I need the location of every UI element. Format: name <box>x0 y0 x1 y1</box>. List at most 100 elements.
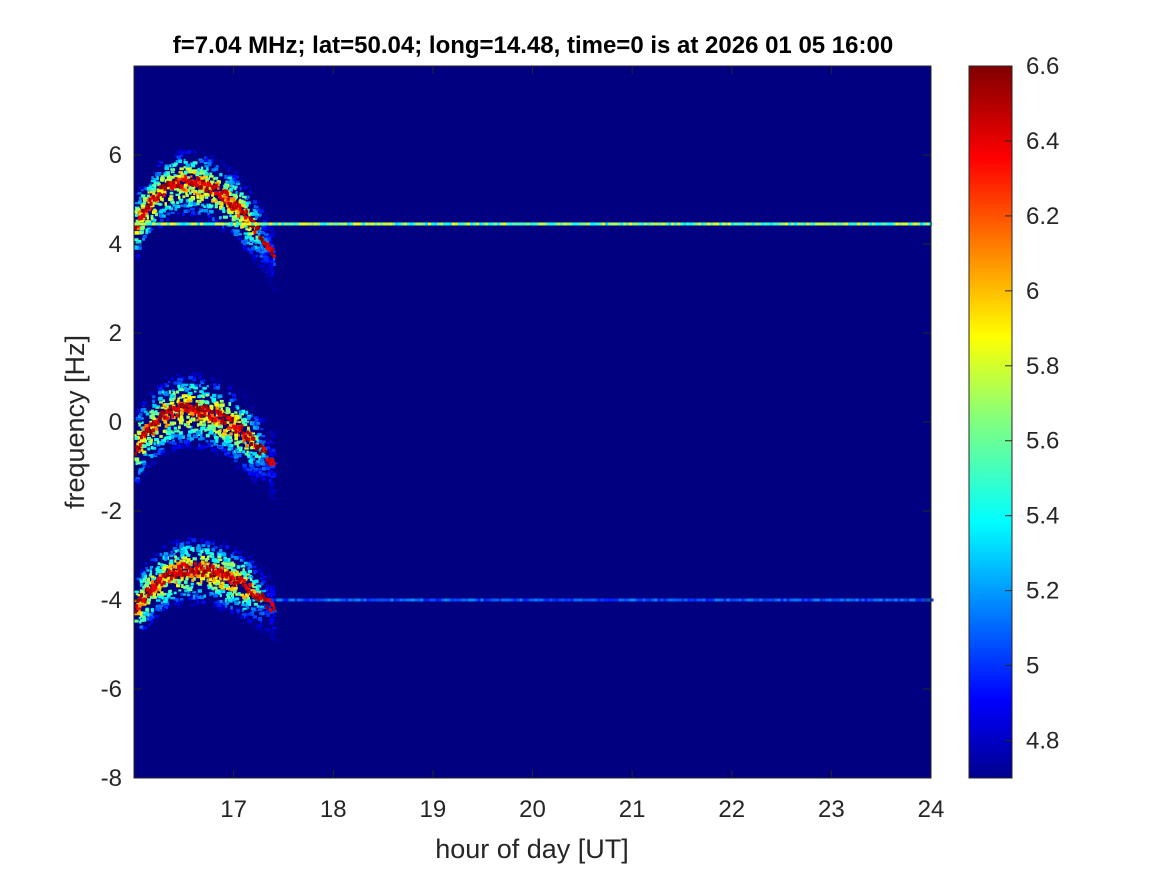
spectral-line-segment <box>525 598 529 602</box>
heatmap-cell <box>162 555 167 559</box>
heatmap-ridge-cell <box>186 572 190 577</box>
heatmap-cell <box>213 451 219 455</box>
heatmap-cell <box>258 209 264 213</box>
heatmap-cell <box>151 417 156 420</box>
heatmap-cell <box>252 189 257 193</box>
heatmap-cell <box>251 237 255 241</box>
heatmap-cell <box>236 608 241 613</box>
heatmap-cell <box>191 372 195 376</box>
spectral-line-segment <box>641 222 644 226</box>
heatmap-cell <box>255 238 259 242</box>
heatmap-cell <box>259 550 263 555</box>
heatmap-cell <box>138 403 144 406</box>
spectral-line-segment <box>399 598 403 602</box>
heatmap-cell <box>234 385 239 388</box>
heatmap-cell <box>188 420 192 424</box>
spectral-line-segment <box>134 222 137 226</box>
heatmap-cell <box>226 454 230 457</box>
heatmap-cell <box>241 600 245 605</box>
heatmap-cell <box>247 247 250 251</box>
heatmap-cell <box>179 378 184 382</box>
heatmap-cell <box>229 384 234 388</box>
spectral-line-segment <box>731 222 734 226</box>
heatmap-cell <box>252 217 257 220</box>
heatmap-cell <box>136 644 140 648</box>
spectral-line-segment <box>690 598 694 602</box>
heatmap-cell <box>272 614 277 618</box>
heatmap-cell <box>144 168 147 172</box>
heatmap-cell <box>178 420 184 425</box>
spectral-line-segment <box>888 598 892 602</box>
heatmap-cell <box>249 238 254 242</box>
heatmap-ridge-cell <box>175 572 179 577</box>
heatmap-cell <box>219 201 222 206</box>
heatmap-cell <box>241 613 247 616</box>
heatmap-ridge-cell <box>205 565 209 570</box>
heatmap-cell <box>185 541 191 545</box>
heatmap-cell <box>239 558 244 562</box>
heatmap-ridge-cell <box>264 242 268 247</box>
spectral-line-segment <box>375 598 379 602</box>
heatmap-cell <box>197 169 202 173</box>
heatmap-cell <box>241 608 245 612</box>
heatmap-cell <box>148 221 152 224</box>
heatmap-cell <box>163 577 168 581</box>
heatmap-cell <box>177 150 183 155</box>
spectral-line-segment <box>737 222 740 226</box>
heatmap-cell <box>215 153 219 157</box>
heatmap-cell <box>222 437 226 440</box>
heatmap-cell <box>239 215 245 219</box>
heatmap-ridge-cell <box>200 572 204 577</box>
spectral-line-segment <box>581 222 584 226</box>
heatmap-ridge-cell <box>243 215 247 220</box>
heatmap-cell <box>167 178 172 183</box>
spectral-line-segment <box>695 222 698 226</box>
heatmap-cell <box>181 136 185 140</box>
spectral-line-segment <box>602 222 605 226</box>
heatmap-cell <box>213 441 216 445</box>
heatmap-cell <box>205 433 210 438</box>
heatmap-cell <box>261 280 264 284</box>
heatmap-cell <box>146 598 151 602</box>
heatmap-cell <box>257 433 262 437</box>
heatmap-cell <box>218 613 221 617</box>
spectral-line-segment <box>380 222 383 226</box>
spectral-line-segment <box>449 222 452 226</box>
spectral-line-segment <box>812 222 815 226</box>
heatmap-cell <box>235 208 241 213</box>
spectral-line-segment <box>800 222 803 226</box>
heatmap-ridge-cell <box>216 571 220 576</box>
heatmap-cell <box>174 181 179 184</box>
heatmap-cell <box>211 192 215 196</box>
heatmap-ridge-cell <box>221 197 225 202</box>
heatmap-cell <box>179 154 184 158</box>
spectral-line-segment <box>867 598 871 602</box>
spectral-line-segment <box>875 222 878 226</box>
heatmap-cell <box>180 550 185 554</box>
heatmap-cell <box>153 185 157 190</box>
spectral-line-segment <box>678 598 682 602</box>
heatmap-cell <box>234 415 240 420</box>
heatmap-cell <box>259 629 264 632</box>
spectral-line-segment <box>155 222 158 226</box>
spectral-line-segment <box>329 222 332 226</box>
heatmap-cell <box>150 608 154 612</box>
heatmap-ridge-cell <box>163 186 167 191</box>
heatmap-cell <box>214 523 217 527</box>
heatmap-ridge-cell <box>261 594 265 599</box>
heatmap-ridge-cell <box>134 609 137 614</box>
heatmap-cell <box>186 219 190 222</box>
heatmap-cell <box>245 623 249 626</box>
spectral-line-segment <box>894 598 898 602</box>
heatmap-cell <box>178 440 183 444</box>
heatmap-ridge-cell <box>148 197 152 202</box>
heatmap-cell <box>223 607 228 611</box>
heatmap-cell <box>207 585 211 590</box>
spectral-line-segment <box>893 222 896 226</box>
heatmap-cell <box>146 187 152 191</box>
heatmap-cell <box>222 601 226 606</box>
heatmap-ridge-cell <box>243 583 247 588</box>
heatmap-cell <box>149 410 154 414</box>
heatmap-cell <box>223 556 227 561</box>
spectral-line-segment <box>306 598 310 602</box>
